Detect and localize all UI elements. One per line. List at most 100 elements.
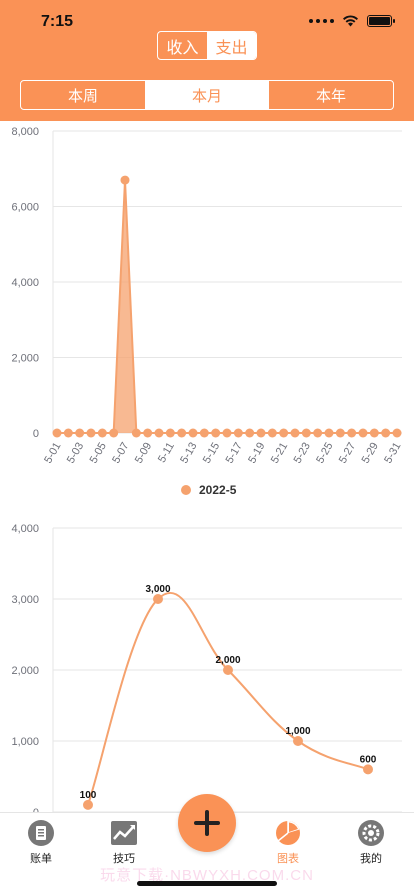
y-tick-label: 3,000 xyxy=(11,594,39,606)
bill-icon xyxy=(28,820,54,846)
legend-marker xyxy=(181,485,191,495)
watermark: 玩意下载·NBWYXH.COM.CN xyxy=(100,867,314,884)
tab-chart[interactable]: 图表 xyxy=(248,819,328,866)
x-tick-label: 5-13 xyxy=(178,441,199,466)
x-tick-label: 5-29 xyxy=(360,441,381,466)
x-tick-label: 5-11 xyxy=(156,441,177,465)
data-point xyxy=(165,428,175,438)
series-area xyxy=(57,180,397,433)
x-tick-label: 5-21 xyxy=(269,441,290,466)
data-point xyxy=(223,665,233,675)
add-record-button[interactable] xyxy=(178,794,236,852)
data-point xyxy=(97,428,107,438)
y-tick-label: 6,000 xyxy=(11,202,39,214)
daily-expense-chart: 0 2,000 4,000 6,000 8,000 5-01 5-03 5-05 5-07 5-0… xyxy=(11,126,403,497)
data-point xyxy=(143,428,153,438)
data-point xyxy=(153,594,163,604)
data-label: 1,000 xyxy=(285,726,310,737)
data-point xyxy=(177,428,187,438)
tab-bill-label: 账单 xyxy=(30,853,52,865)
x-tick-label: 5-07 xyxy=(110,441,131,466)
period-month-tab[interactable]: 本月 xyxy=(145,81,269,109)
data-point xyxy=(293,736,303,746)
tab-tips-label: 技巧 xyxy=(113,853,135,865)
tab-chart-label: 图表 xyxy=(277,853,299,865)
data-label: 100 xyxy=(80,790,97,801)
data-point xyxy=(267,428,277,438)
data-point xyxy=(222,428,232,438)
y-tick-label: 8,000 xyxy=(11,126,39,138)
period-week-tab[interactable]: 本周 xyxy=(67,86,98,105)
period-year-tab[interactable]: 本年 xyxy=(315,86,346,105)
data-point xyxy=(86,428,96,438)
data-point xyxy=(363,764,373,775)
data-point xyxy=(188,428,198,438)
status-time: 7:15 xyxy=(41,13,74,30)
wifi-icon xyxy=(343,15,358,27)
data-point xyxy=(83,799,93,810)
data-point xyxy=(199,428,209,438)
data-label: 3,000 xyxy=(145,584,170,595)
home-indicator xyxy=(137,881,277,886)
data-point xyxy=(335,428,345,438)
y-tick-label: 0 xyxy=(33,807,39,815)
data-point xyxy=(75,428,85,438)
data-point xyxy=(245,428,255,438)
data-point xyxy=(131,428,141,438)
data-point xyxy=(301,428,311,438)
header: 7:15 收入 支出 本周 本月 本年 xyxy=(0,0,414,121)
data-point xyxy=(120,175,130,185)
status-bar: 7:15 xyxy=(0,0,414,44)
x-tick-label: 5-27 xyxy=(337,441,358,466)
trend-icon xyxy=(111,821,137,845)
y-tick-label: 0 xyxy=(33,428,39,440)
data-point xyxy=(358,428,368,438)
period-selector: 本周 本月 本年 xyxy=(20,80,394,110)
y-tick-label: 2,000 xyxy=(11,353,39,365)
data-point xyxy=(279,428,289,438)
data-point xyxy=(369,428,379,438)
data-point xyxy=(52,428,62,438)
y-tick-label: 2,000 xyxy=(11,665,39,677)
data-point xyxy=(313,428,323,438)
trend-line-chart: 0 1,000 2,000 3,000 4,000 100 3,000 2,000 1,000 6… xyxy=(11,523,402,815)
data-point xyxy=(392,428,402,438)
legend-label: 2022-5 xyxy=(199,483,237,497)
data-point xyxy=(109,428,119,438)
data-point xyxy=(381,428,391,438)
tab-mine-label: 我的 xyxy=(360,853,382,865)
x-tick-label: 5-15 xyxy=(201,441,222,466)
status-icons xyxy=(309,15,395,27)
y-tick-label: 4,000 xyxy=(11,277,39,289)
x-tick-label: 5-09 xyxy=(133,441,154,466)
x-tick-label: 5-03 xyxy=(65,441,86,466)
pie-chart-icon xyxy=(276,821,300,845)
data-point xyxy=(256,428,266,438)
y-tick-label: 1,000 xyxy=(11,736,39,748)
x-tick-label: 5-19 xyxy=(246,441,267,466)
x-tick-label: 5-23 xyxy=(292,441,313,466)
income-toggle[interactable]: 收入 xyxy=(166,37,199,57)
data-point xyxy=(211,428,221,438)
data-point xyxy=(324,428,334,438)
x-tick-label: 5-17 xyxy=(224,441,245,466)
series-line xyxy=(87,591,369,806)
tab-bill[interactable]: 账单 xyxy=(1,819,81,866)
series-line xyxy=(57,180,397,434)
signal-icon xyxy=(309,19,334,23)
data-label: 600 xyxy=(360,754,377,765)
expense-toggle[interactable]: 支出 xyxy=(207,32,256,59)
data-point xyxy=(154,428,164,438)
battery-icon xyxy=(367,15,395,27)
tab-mine[interactable]: 我的 xyxy=(331,819,411,866)
data-point xyxy=(233,428,243,438)
settings-icon xyxy=(358,820,384,846)
data-point xyxy=(63,428,73,438)
x-tick-label: 5-05 xyxy=(88,441,109,466)
x-tick-label: 5-31 xyxy=(382,441,403,466)
x-tick-label: 5-25 xyxy=(314,441,335,466)
income-expense-toggle: 收入 支出 xyxy=(157,31,257,60)
tab-tips[interactable]: 技巧 xyxy=(84,819,164,866)
data-point xyxy=(290,428,300,438)
